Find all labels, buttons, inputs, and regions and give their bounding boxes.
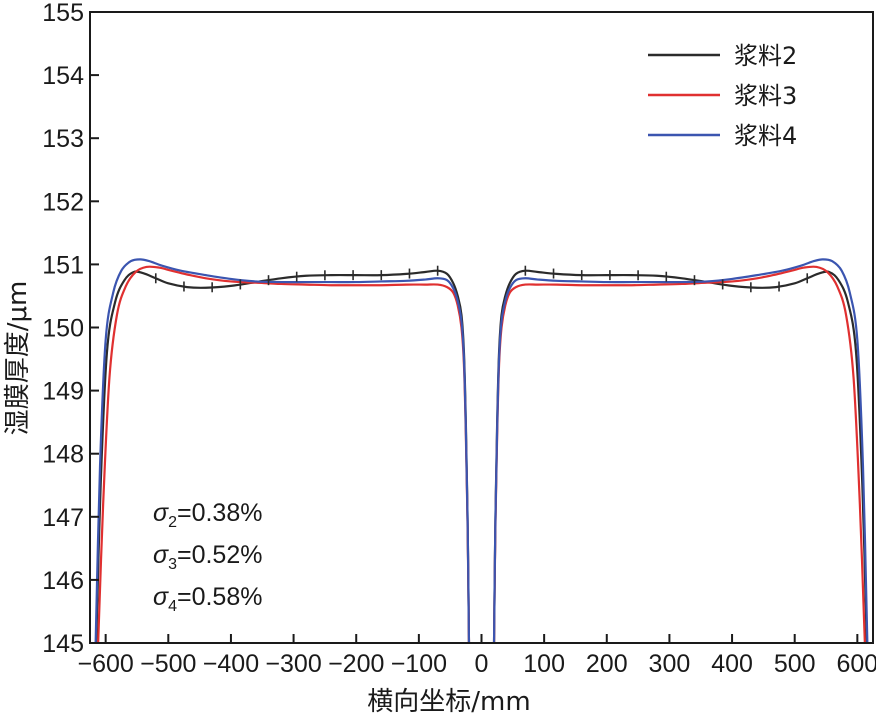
series-line-4-right bbox=[492, 258, 869, 643]
y-tick-label-153: 153 bbox=[42, 125, 84, 153]
y-axis-title: 湿膜厚度/μm bbox=[3, 281, 33, 436]
sigma-annotation-3: σ3=0.52% bbox=[153, 541, 262, 573]
y-tick-label-154: 154 bbox=[42, 62, 84, 90]
series-layer bbox=[94, 258, 869, 643]
y-tick-label-148: 148 bbox=[42, 441, 84, 469]
x-axis-title: 横向坐标/mm bbox=[367, 687, 530, 717]
x-tick-label-0: 0 bbox=[475, 650, 489, 678]
x-tick-label-100: −100 bbox=[391, 650, 447, 678]
x-tick-label-400: 400 bbox=[711, 650, 753, 678]
legend-label-4: 浆料4 bbox=[734, 122, 797, 150]
sigma-annotation-4: σ4=0.58% bbox=[153, 583, 262, 615]
y-tick-label-149: 149 bbox=[42, 378, 84, 406]
series-line-2-right bbox=[492, 269, 868, 643]
legend-label-2: 浆料2 bbox=[734, 42, 797, 70]
y-tick-label-152: 152 bbox=[42, 188, 84, 216]
x-tick-label-600: −600 bbox=[78, 650, 134, 678]
y-tick-label-146: 146 bbox=[42, 567, 84, 595]
x-tick-label-100: 100 bbox=[523, 650, 565, 678]
y-tick-label-155: 155 bbox=[42, 0, 84, 27]
y-tick-label-145: 145 bbox=[42, 630, 84, 658]
y-tick-label-151: 151 bbox=[42, 251, 84, 279]
x-tick-label-500: 500 bbox=[774, 650, 816, 678]
sigma-annotations: σ2=0.38% σ3=0.52% σ4=0.58% bbox=[153, 499, 262, 615]
x-tick-label-200: −200 bbox=[328, 650, 384, 678]
y-tick-label-147: 147 bbox=[42, 504, 84, 532]
x-tick-label-300: −300 bbox=[265, 650, 321, 678]
series-line-4-left bbox=[94, 258, 471, 643]
sigma-annotation-2: σ2=0.38% bbox=[153, 499, 262, 531]
axis-layer: −600 −500 −400 −300 −200 −100 0 100 200 300 400 500… bbox=[42, 0, 876, 678]
legend-label-3: 浆料3 bbox=[734, 82, 797, 110]
x-tick-label-200: 200 bbox=[586, 650, 628, 678]
x-tick-label-400: −400 bbox=[203, 650, 259, 678]
x-tick-label-500: −500 bbox=[140, 650, 196, 678]
marker-layer bbox=[154, 265, 809, 293]
x-tick-label-300: 300 bbox=[649, 650, 691, 678]
series-line-3-right bbox=[492, 265, 866, 643]
x-tick-label-600: 600 bbox=[836, 650, 876, 678]
legend: 浆料2 浆料3 浆料4 bbox=[648, 42, 797, 150]
y-tick-label-150: 150 bbox=[42, 315, 84, 343]
